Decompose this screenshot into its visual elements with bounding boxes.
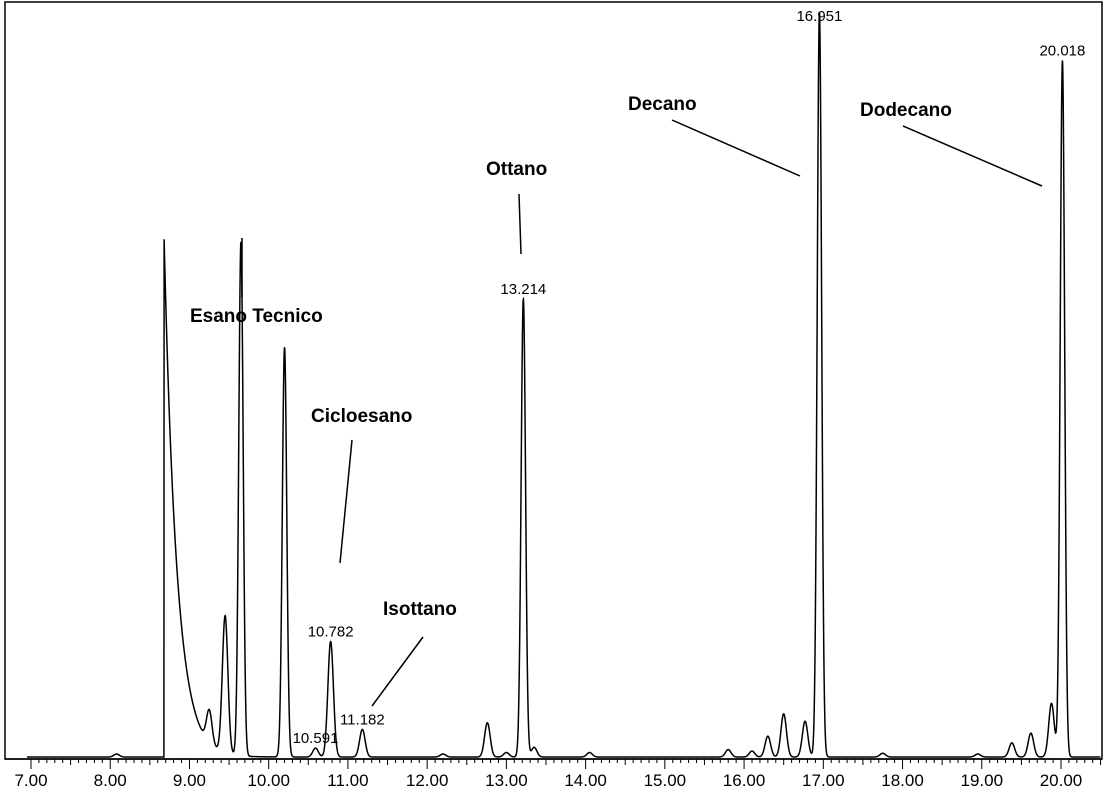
x-axis-ticks: 7.00 8.00 9.00 10.00 11.00 12.00 13.00 14.00 15.… (14, 759, 1102, 790)
x-tick-label: 13.00 (485, 771, 528, 790)
peak-label: 13.214 (500, 281, 546, 298)
x-tick-label: 10.00 (247, 771, 290, 790)
annotations (241, 119, 1043, 707)
isottano-leader (371, 636, 424, 707)
x-tick-label: 20.00 (1040, 771, 1083, 790)
x-tick-label: 8.00 (94, 771, 127, 790)
x-tick-label: 12.00 (406, 771, 449, 790)
peak-label: 16.951 (796, 8, 842, 25)
esano-tecnico-label: Esano Tecnico (190, 306, 323, 327)
peak-label: 10.591 (293, 730, 339, 747)
x-tick-label: 15.00 (644, 771, 687, 790)
x-tick-label: 19.00 (960, 771, 1003, 790)
x-tick-label: 14.00 (564, 771, 607, 790)
dodecano-label: Dodecano (860, 100, 952, 121)
peak-label: 11.182 (340, 711, 385, 728)
cicloesano-label: Cicloesano (311, 406, 412, 427)
decano-leader (671, 119, 801, 177)
x-tick-label: 18.00 (881, 771, 924, 790)
ottano-leader (518, 193, 522, 255)
decano-label: Decano (628, 94, 697, 115)
dodecano-leader (902, 125, 1043, 187)
x-tick-label: 17.00 (802, 771, 845, 790)
x-tick-label: 11.00 (327, 771, 368, 790)
peak-labels: 10.591 10.782 11.182 13.214 16.951 20.018 (293, 8, 1086, 747)
chromatogram-trace (27, 12, 1101, 758)
peak-label: 20.018 (1039, 42, 1085, 59)
cicloesano-leader (339, 439, 353, 564)
peak-label: 10.782 (308, 624, 354, 641)
x-tick-label: 7.00 (14, 771, 47, 790)
isottano-label: Isottano (383, 599, 457, 620)
x-tick-label: 9.00 (173, 771, 206, 790)
x-tick-label: 16.00 (723, 771, 766, 790)
ottano-label: Ottano (486, 159, 547, 180)
